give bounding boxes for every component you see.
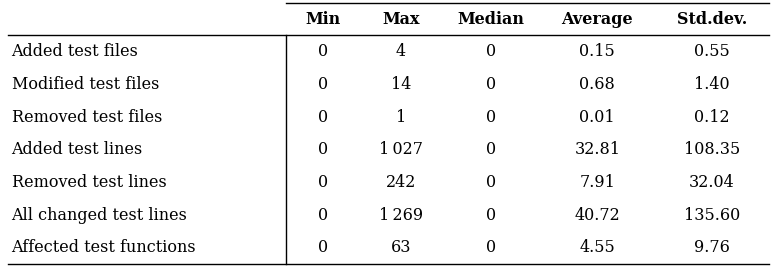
Text: 0: 0 — [486, 141, 496, 158]
Text: Modified test files: Modified test files — [12, 76, 159, 93]
Text: 40.72: 40.72 — [574, 207, 620, 224]
Text: 0.01: 0.01 — [580, 109, 615, 126]
Text: 14: 14 — [391, 76, 411, 93]
Text: 0: 0 — [318, 239, 328, 257]
Text: 0: 0 — [486, 109, 496, 126]
Text: All changed test lines: All changed test lines — [12, 207, 187, 224]
Text: 0: 0 — [318, 141, 328, 158]
Text: 0: 0 — [486, 76, 496, 93]
Text: 0: 0 — [318, 76, 328, 93]
Text: 0: 0 — [486, 239, 496, 257]
Text: 1.40: 1.40 — [694, 76, 730, 93]
Text: Removed test files: Removed test files — [12, 109, 162, 126]
Text: 0.15: 0.15 — [580, 43, 615, 60]
Text: 1 027: 1 027 — [378, 141, 423, 158]
Text: Std.dev.: Std.dev. — [677, 10, 747, 28]
Text: 32.81: 32.81 — [574, 141, 620, 158]
Text: 32.04: 32.04 — [689, 174, 735, 191]
Text: Median: Median — [458, 10, 524, 28]
Text: 0.12: 0.12 — [694, 109, 730, 126]
Text: 9.76: 9.76 — [694, 239, 730, 257]
Text: 1: 1 — [395, 109, 406, 126]
Text: 0: 0 — [318, 207, 328, 224]
Text: Added test lines: Added test lines — [12, 141, 143, 158]
Text: 0.68: 0.68 — [580, 76, 615, 93]
Text: Added test files: Added test files — [12, 43, 138, 60]
Text: 0: 0 — [318, 174, 328, 191]
Text: 4: 4 — [395, 43, 406, 60]
Text: 135.60: 135.60 — [684, 207, 740, 224]
Text: 7.91: 7.91 — [580, 174, 615, 191]
Text: Average: Average — [562, 10, 633, 28]
Text: 0: 0 — [486, 207, 496, 224]
Text: Max: Max — [382, 10, 420, 28]
Text: Removed test lines: Removed test lines — [12, 174, 166, 191]
Text: 0: 0 — [486, 43, 496, 60]
Text: 0: 0 — [318, 43, 328, 60]
Text: 108.35: 108.35 — [684, 141, 740, 158]
Text: 63: 63 — [391, 239, 411, 257]
Text: 0: 0 — [318, 109, 328, 126]
Text: 242: 242 — [385, 174, 416, 191]
Text: 0.55: 0.55 — [694, 43, 730, 60]
Text: Affected test functions: Affected test functions — [12, 239, 197, 257]
Text: 1 269: 1 269 — [378, 207, 423, 224]
Text: 4.55: 4.55 — [580, 239, 615, 257]
Text: 0: 0 — [486, 174, 496, 191]
Text: Min: Min — [305, 10, 340, 28]
